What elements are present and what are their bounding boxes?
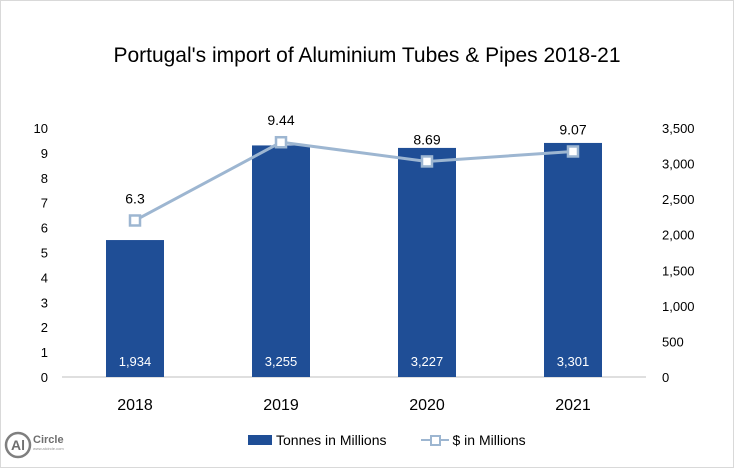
bar-data-label: 3,227	[411, 354, 444, 369]
y-right-tick-label: 2,000	[662, 228, 695, 243]
line-data-label: 9.07	[559, 121, 586, 137]
y-left-tick-label: 5	[41, 246, 48, 261]
bar	[544, 142, 602, 377]
legend-line-swatch	[420, 434, 449, 446]
line-point	[274, 135, 288, 149]
line-data-label: 8.69	[413, 131, 440, 147]
y-right-tick-label: 1,500	[662, 263, 695, 278]
bar	[106, 240, 164, 377]
y-left-tick-label: 0	[41, 370, 48, 385]
legend-label-line: $ in Millions	[452, 432, 526, 448]
x-tick-label: 2018	[117, 397, 153, 414]
legend-item-line: $ in Millions	[420, 432, 526, 448]
bar-data-label: 3,301	[557, 354, 590, 369]
y-left-tick-label: 1	[41, 345, 48, 360]
legend-label-bar: Tonnes in Millions	[276, 432, 387, 448]
chart-axes: 0 1 2 3 4 5 6 7 8 9 10 0 500 1,000 1,500 2,000 2,500 3,00…	[34, 121, 695, 414]
y-left-tick-label: 8	[41, 171, 48, 186]
logo-tagline: www.alcircle.com	[33, 446, 64, 451]
y-left-tick-label: 2	[41, 320, 48, 335]
alcircle-logo: Al Circle www.alcircle.com	[4, 431, 64, 459]
y-right-tick-label: 3,500	[662, 121, 695, 136]
y-left-tick-label: 3	[41, 295, 48, 310]
line-point	[420, 155, 434, 168]
logo-brand-text: Circle	[33, 434, 64, 446]
y-left-tick-label: 6	[41, 221, 48, 236]
bar	[252, 145, 310, 377]
y-right-tick-label: 3,000	[662, 157, 695, 172]
legend-item-bar: Tonnes in Millions	[248, 432, 387, 448]
logo-mark-text: Al	[11, 437, 25, 453]
line-data-label: 6.3	[125, 190, 145, 206]
line-series: 6.3 9.44 8.69 9.07	[125, 112, 587, 227]
y-left-tick-label: 9	[41, 146, 48, 161]
y-right-tick-label: 2,500	[662, 192, 695, 207]
y-right-tick-label: 500	[662, 334, 684, 349]
legend-bar-swatch	[248, 435, 272, 445]
chart-title: Portugal's import of Aluminium Tubes & P…	[113, 44, 621, 67]
bar-series: 1,934 3,255 3,227 3,301	[106, 142, 602, 377]
line-point	[566, 145, 580, 158]
y-left-tick-label: 7	[41, 196, 48, 211]
y-left-tick-label: 4	[41, 270, 48, 285]
line-data-label: 9.44	[267, 112, 294, 128]
series-line	[134, 140, 574, 222]
bar-data-label: 3,255	[265, 354, 298, 369]
bar	[398, 147, 456, 377]
y-right-tick-label: 0	[662, 370, 669, 385]
x-tick-label: 2020	[409, 397, 445, 414]
x-tick-label: 2019	[263, 397, 299, 414]
line-point	[128, 214, 142, 227]
x-tick-label: 2021	[555, 397, 591, 414]
y-left-tick-label: 10	[34, 121, 48, 136]
y-right-tick-label: 1,000	[662, 299, 695, 314]
chart-legend: Tonnes in Millions $ in Millions	[248, 432, 560, 448]
bar-data-label: 1,934	[119, 354, 152, 369]
